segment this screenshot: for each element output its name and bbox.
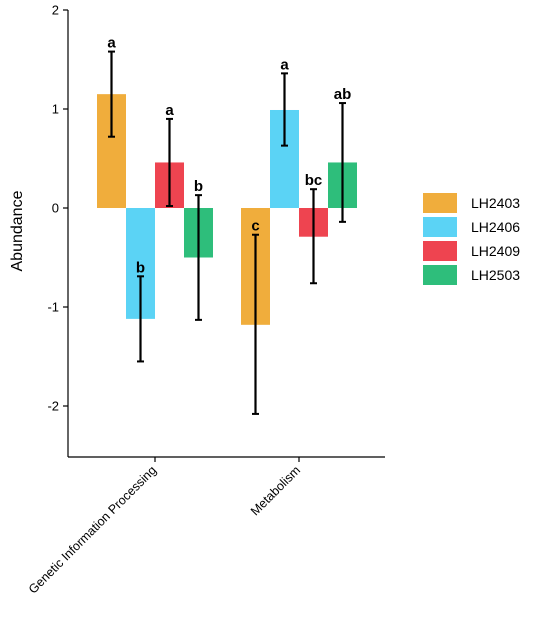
significance-label: bc bbox=[305, 172, 323, 189]
significance-label: b bbox=[194, 178, 203, 195]
significance-label: ab bbox=[334, 86, 352, 103]
legend-swatch bbox=[423, 217, 457, 237]
significance-label: a bbox=[107, 35, 116, 52]
legend-swatch bbox=[423, 193, 457, 213]
legend-swatch bbox=[423, 265, 457, 285]
y-tick-label: 0 bbox=[52, 201, 59, 216]
legend-label: LH2406 bbox=[471, 219, 520, 235]
x-category-label: Genetic Information Processing bbox=[26, 463, 159, 596]
y-tick-label: -1 bbox=[47, 300, 59, 315]
legend-swatch bbox=[423, 241, 457, 261]
x-category-label: Metabolism bbox=[248, 463, 303, 518]
legend-label: LH2409 bbox=[471, 243, 520, 259]
y-tick-label: 1 bbox=[52, 102, 59, 117]
y-axis-title: Abundance bbox=[9, 190, 26, 271]
significance-label: b bbox=[136, 259, 145, 276]
legend-label: LH2403 bbox=[471, 195, 520, 211]
significance-label: a bbox=[280, 56, 289, 73]
significance-label: c bbox=[251, 218, 259, 235]
y-tick-label: 2 bbox=[52, 3, 59, 18]
significance-label: a bbox=[165, 102, 174, 119]
y-tick-label: -2 bbox=[47, 399, 59, 414]
legend-label: LH2503 bbox=[471, 267, 520, 283]
